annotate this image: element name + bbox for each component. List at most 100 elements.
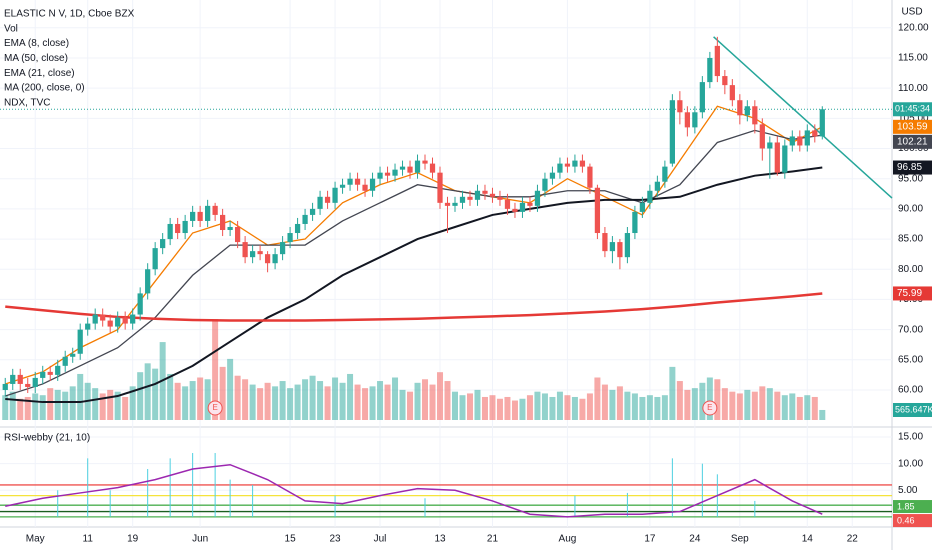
- candle-body: [737, 100, 743, 116]
- candle-body: [40, 371, 46, 378]
- volume-label: 565.647K: [895, 404, 932, 414]
- candles: [2, 36, 825, 397]
- price-label: 103.59: [897, 121, 928, 132]
- candle-body: [789, 136, 795, 146]
- volume-bar: [744, 389, 751, 420]
- volume-bar: [32, 393, 39, 420]
- volume-bar: [317, 381, 324, 420]
- earnings-label: E: [707, 403, 712, 412]
- candle-body: [407, 166, 413, 173]
- earnings-label: E: [212, 403, 217, 412]
- volume-bar: [609, 389, 616, 420]
- candle-body: [257, 251, 263, 255]
- rsi-tick-label: 10.00: [898, 458, 923, 469]
- volume-bar: [616, 386, 623, 420]
- rsi-title: RSI-webby (21, 10): [4, 433, 90, 444]
- candle-body: [812, 130, 818, 137]
- volume-bar: [481, 396, 488, 420]
- candle-body: [632, 211, 638, 234]
- candle-body: [354, 178, 361, 185]
- volume-bar: [2, 395, 9, 420]
- x-tick-label: 14: [802, 534, 814, 545]
- x-tick-label: 11: [83, 534, 94, 545]
- candle-body: [190, 211, 196, 221]
- candle-body: [557, 163, 563, 173]
- candle-body: [744, 106, 750, 116]
- candle-body: [279, 242, 286, 255]
- candle-body: [137, 293, 143, 315]
- volume-bar: [242, 379, 249, 420]
- volume-bar: [369, 386, 376, 420]
- candle-body: [782, 145, 788, 173]
- x-tick-label: 13: [434, 534, 446, 545]
- volume-bar: [504, 396, 511, 420]
- candle-body: [474, 190, 481, 200]
- candle-body: [774, 142, 780, 173]
- candle-body: [707, 57, 713, 83]
- volume-bar: [556, 391, 563, 420]
- candle-body: [227, 226, 233, 231]
- candle-body: [752, 106, 758, 125]
- volume-bar: [796, 396, 803, 420]
- last-price-timer: 01:45:34: [895, 104, 930, 114]
- candle-body: [602, 233, 608, 252]
- volume-bar: [564, 395, 571, 420]
- volume-bar: [279, 381, 286, 420]
- volume-bar: [819, 409, 826, 420]
- volume-bar: [721, 388, 728, 420]
- volume-bar: [384, 384, 391, 420]
- volume-bar: [676, 381, 683, 420]
- volume-bar: [324, 386, 331, 420]
- candle-body: [684, 112, 690, 128]
- volume-bar: [466, 393, 473, 420]
- candle-body: [130, 314, 136, 324]
- candle-body: [294, 223, 301, 234]
- price-label-box: [893, 134, 932, 149]
- volume-bar: [39, 395, 46, 420]
- x-tick-label: Sep: [731, 534, 749, 545]
- legend-entry: EMA (8, close): [4, 38, 69, 49]
- volume-bar: [144, 363, 151, 420]
- volume-bar: [347, 373, 354, 420]
- volume-bar: [511, 400, 518, 420]
- volume-bar: [399, 389, 406, 420]
- candle-body: [579, 160, 586, 167]
- y-tick-label: 80.00: [898, 264, 923, 275]
- volume-bar: [549, 396, 556, 420]
- candle-body: [197, 211, 203, 221]
- candle-body: [512, 208, 518, 212]
- candle-body: [175, 223, 181, 234]
- rsi-tick-label: 15.00: [898, 432, 923, 443]
- y-tick-label: 115.00: [898, 53, 928, 64]
- candle-body: [759, 124, 765, 149]
- volume-bar: [182, 386, 189, 420]
- volume-bar: [114, 391, 121, 420]
- volume-bar: [219, 366, 226, 420]
- volume-bar: [714, 379, 721, 420]
- price-label: 102.21: [897, 136, 928, 147]
- price-label-box: [893, 286, 932, 301]
- volume-bar: [451, 391, 458, 420]
- volume-bar: [62, 391, 69, 420]
- candle-body: [264, 254, 271, 264]
- y-tick-label: 105.00: [898, 113, 929, 124]
- volume-bar: [751, 391, 758, 420]
- candle-body: [677, 100, 683, 113]
- rsi-tick-label: 5.00: [898, 485, 918, 496]
- volume-bar: [264, 382, 271, 420]
- volume-bar: [189, 381, 196, 420]
- candle-body: [467, 196, 473, 200]
- x-tick-label: Jun: [192, 534, 208, 545]
- x-tick-label: Jul: [374, 534, 387, 545]
- volume-bar: [774, 391, 781, 420]
- candle-body: [362, 184, 368, 191]
- volume-bar: [534, 391, 541, 420]
- volume-bar: [152, 368, 159, 420]
- volume-bar: [789, 393, 796, 420]
- x-tick-label: 17: [644, 534, 656, 545]
- volume-bar: [227, 358, 234, 420]
- volume-bar: [422, 379, 429, 420]
- volume-bar: [766, 388, 773, 420]
